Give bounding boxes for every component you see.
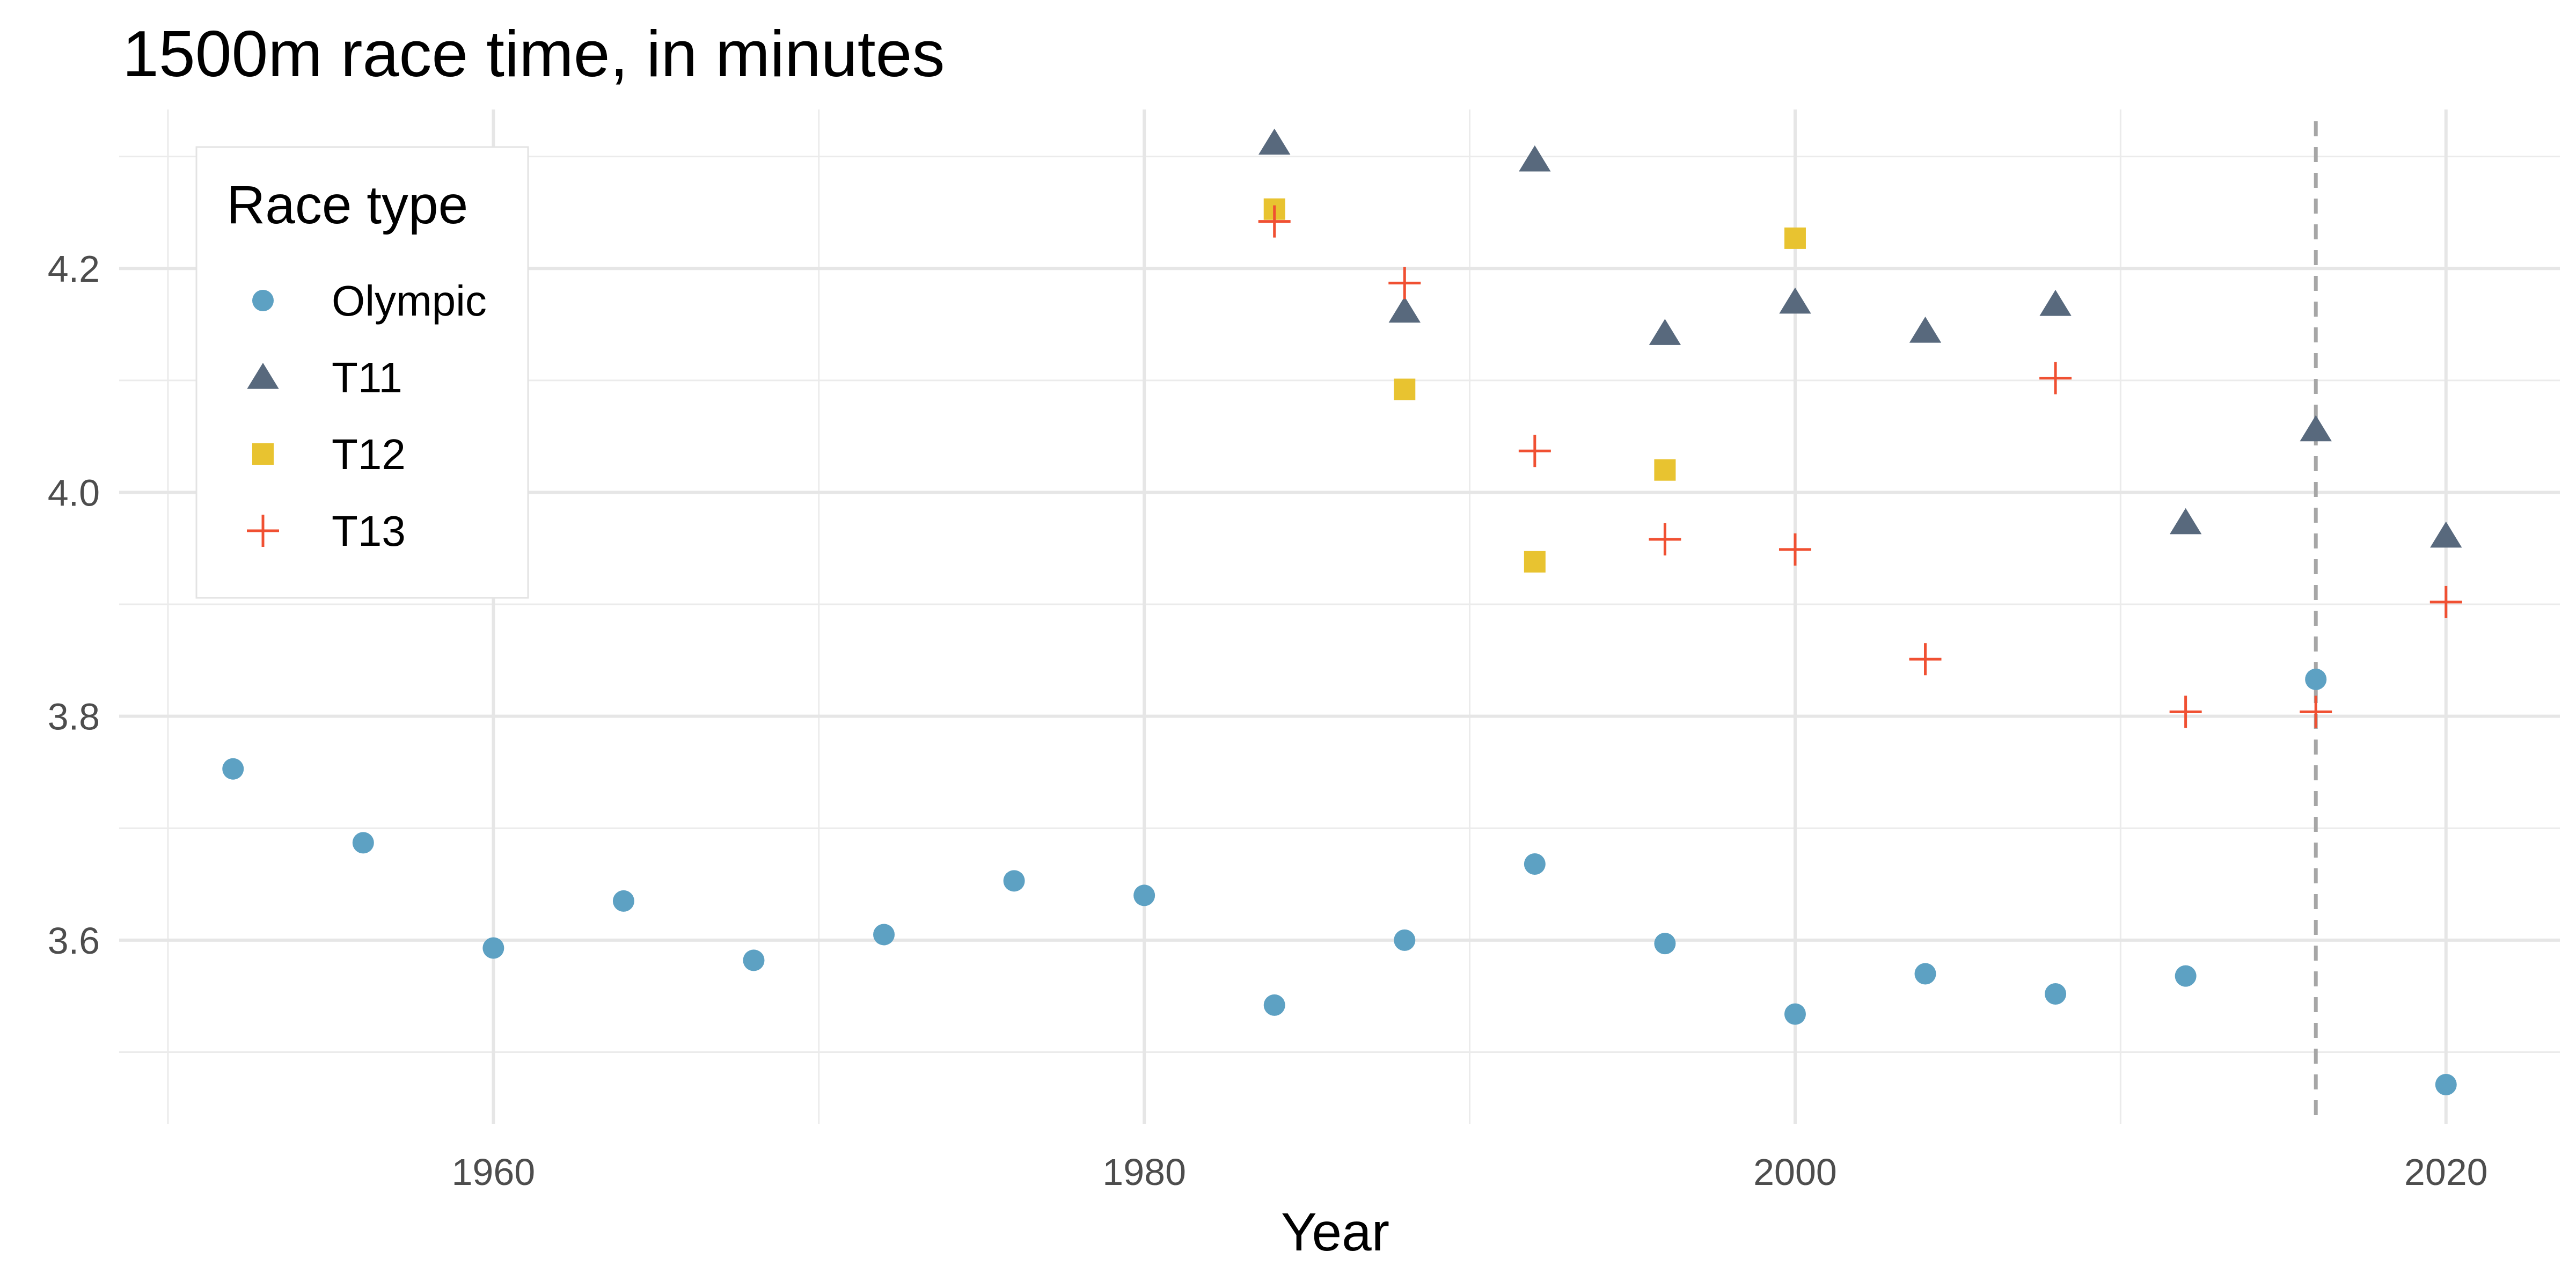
point-olympic xyxy=(1133,884,1155,906)
point-olympic xyxy=(612,890,634,912)
point-t11 xyxy=(1519,145,1551,172)
point-t13 xyxy=(2169,696,2202,728)
legend-key-t11 xyxy=(247,363,279,389)
point-t11 xyxy=(1909,317,1942,343)
point-olympic xyxy=(1524,853,1546,875)
point-t12 xyxy=(1784,227,1806,249)
point-olympic xyxy=(2305,668,2327,690)
point-t13 xyxy=(1649,523,1681,556)
point-t13 xyxy=(1909,643,1942,676)
point-t12 xyxy=(1524,551,1546,573)
point-olympic xyxy=(1784,1003,1806,1025)
point-olympic xyxy=(743,949,765,971)
point-olympic xyxy=(482,937,504,959)
x-tick-label: 1980 xyxy=(1102,1151,1186,1193)
point-olympic xyxy=(1914,963,1936,985)
point-olympic xyxy=(352,832,374,854)
point-t11 xyxy=(1779,287,1811,314)
legend-label-olympic: Olympic xyxy=(332,277,487,325)
point-t11 xyxy=(1388,296,1421,323)
point-olympic xyxy=(2175,965,2197,987)
point-t11 xyxy=(1649,319,1681,345)
x-tick-label: 1960 xyxy=(451,1151,535,1193)
point-olympic xyxy=(873,924,895,946)
legend-label-t12: T12 xyxy=(332,430,406,478)
point-olympic xyxy=(1394,929,1416,951)
legend-box xyxy=(195,146,529,599)
y-tick-label: 4.0 xyxy=(48,472,100,514)
legend-label-t11: T11 xyxy=(332,354,402,401)
point-olympic xyxy=(1654,933,1676,955)
point-t11 xyxy=(2039,289,2072,316)
axis-ticks: 1960 1980 2000 2020 3.6 3.8 4.0 4.2 xyxy=(48,248,2488,1193)
legend-key-t13 xyxy=(247,515,279,547)
point-t11 xyxy=(2169,508,2202,535)
y-tick-label: 3.6 xyxy=(48,920,100,962)
point-t13 xyxy=(2300,696,2332,728)
x-tick-label: 2020 xyxy=(2404,1151,2488,1193)
point-t11 xyxy=(1258,128,1291,155)
point-olympic xyxy=(222,758,244,780)
point-t11 xyxy=(2300,415,2332,442)
point-t12 xyxy=(1394,378,1416,400)
point-olympic xyxy=(1263,994,1285,1016)
point-olympic xyxy=(1003,870,1025,892)
data-points xyxy=(222,128,2462,1095)
chart-title: 1500m race time, in minutes xyxy=(122,17,945,90)
legend-title: Race type xyxy=(226,175,468,235)
point-t13 xyxy=(1388,267,1421,299)
legend-key-t12 xyxy=(252,443,274,465)
legend-label-t13: T13 xyxy=(332,507,406,555)
point-t13 xyxy=(2039,362,2072,394)
legend-key-olympic xyxy=(252,290,274,311)
y-tick-label: 3.8 xyxy=(48,696,100,738)
point-t13 xyxy=(2429,586,2462,618)
x-tick-label: 2000 xyxy=(1753,1151,1837,1193)
point-olympic xyxy=(2435,1073,2457,1095)
point-t12 xyxy=(1654,459,1676,481)
point-t11 xyxy=(2430,521,2462,548)
point-olympic xyxy=(2045,983,2067,1005)
point-t13 xyxy=(1518,435,1551,467)
point-t13 xyxy=(1258,205,1291,238)
x-axis-label: Year xyxy=(1281,1202,1389,1262)
y-tick-label: 4.2 xyxy=(48,248,100,290)
point-t13 xyxy=(1779,533,1811,566)
legend: Race type Olympic T11 T12 T13 xyxy=(195,146,529,599)
